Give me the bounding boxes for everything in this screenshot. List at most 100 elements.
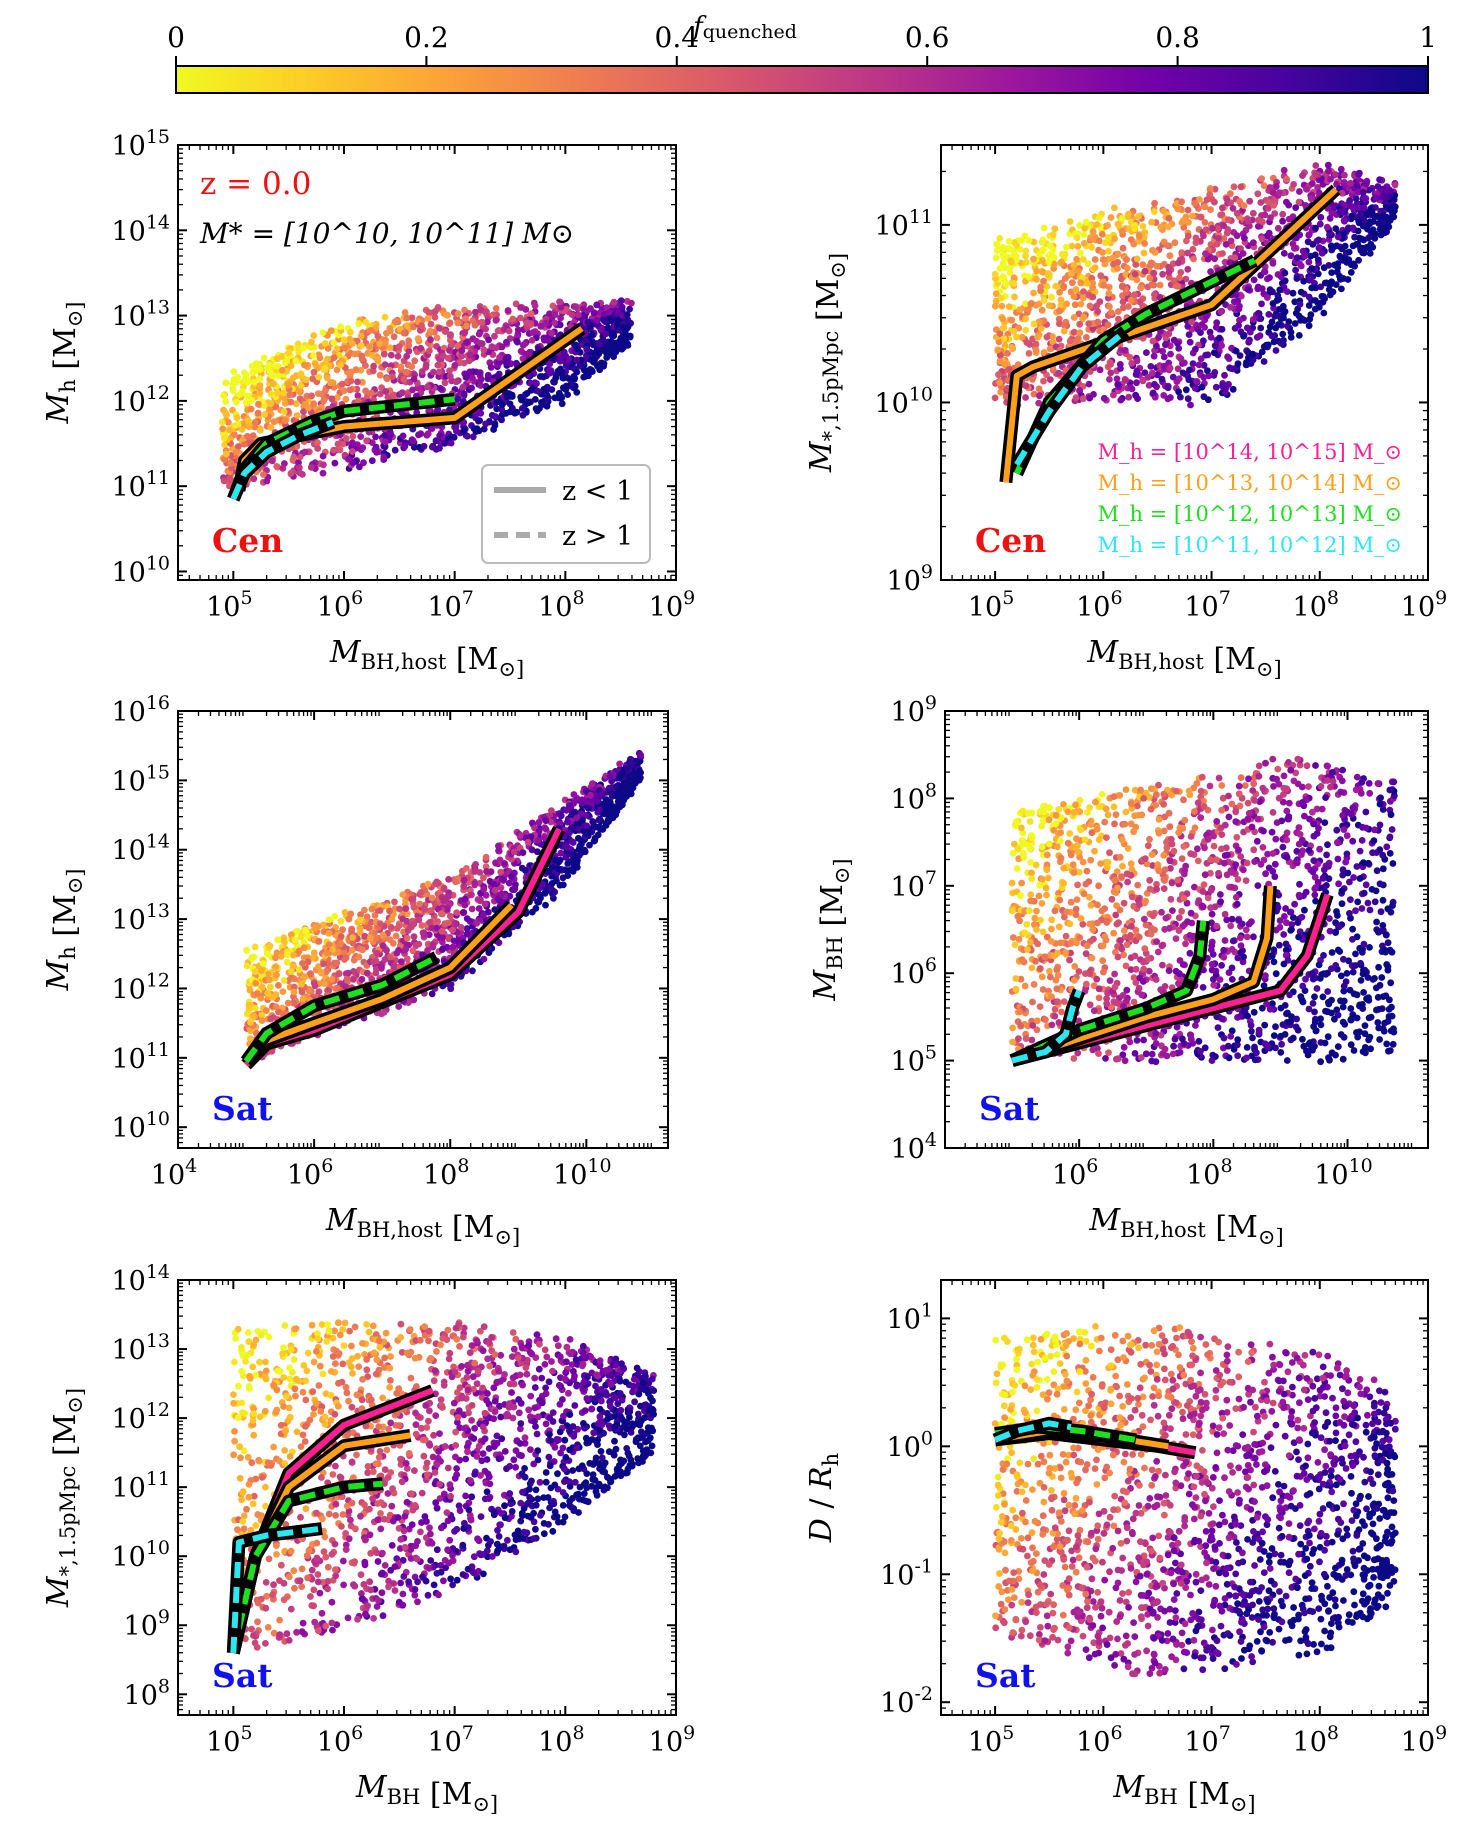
scatter-point [307,464,315,471]
scatter-point [1094,308,1102,315]
scatter-point [1158,375,1166,383]
scatter-point [299,344,307,352]
scatter-point [1235,305,1243,313]
scatter-point [1202,226,1210,234]
colorbar-tick-label: 0.8 [1155,21,1200,54]
scatter-point [446,912,454,920]
tick-label: 107 [427,587,473,623]
scatter-point [463,339,470,346]
scatter-point [1086,394,1093,402]
scatter-point [1111,235,1118,243]
scatter-point [1279,302,1287,310]
scatter-point [454,319,462,327]
scatter-point [527,310,535,317]
scatter-point [541,336,548,344]
scatter-point [1070,262,1078,269]
scatter-point [1046,242,1054,250]
scatter-point [1063,300,1071,308]
scatter-point [337,917,345,925]
scatter-point [433,334,441,342]
scatter-point [1080,239,1088,247]
scatter-point [1151,208,1158,215]
scatter-point [1040,277,1047,285]
scatter-point [355,320,363,328]
scatter-point [382,438,389,446]
scatter-point [1074,243,1082,250]
scatter-point [1293,275,1301,282]
scatter-point [465,357,473,365]
scatter-point [1135,232,1143,240]
scatter-point [1119,244,1127,252]
scatter-point [1213,240,1221,248]
scatter-point [319,329,327,336]
scatter-point [591,356,598,364]
scatter-point [1325,167,1332,175]
scatter-point [349,448,356,455]
scatter-point [1195,361,1203,369]
scatter-point [525,399,532,407]
scatter-point [1300,277,1308,285]
scatter-point [589,368,596,375]
scatter-point [371,912,379,919]
scatter-point [397,363,405,371]
scatter-point [548,329,555,337]
scatter-point [427,336,434,344]
scatter-point [1030,289,1037,297]
scatter-point [487,363,495,371]
scatter-point [373,448,380,456]
scatter-point [294,344,302,352]
scatter-point [1013,333,1020,341]
scatter-point [1106,303,1113,310]
scatter-point [1160,362,1168,370]
scatter-point [1169,260,1177,268]
scatter-point [468,905,476,913]
scatter-point [1295,198,1303,206]
scatter-point [1100,394,1108,402]
scatter-point [1122,377,1130,384]
scatter-point [1241,234,1248,242]
scatter-point [595,350,603,358]
scatter-point [403,352,411,360]
scatter-point [362,362,369,369]
scatter-point [1287,334,1295,341]
scatter-point [493,398,501,406]
scatter-point [1014,361,1022,369]
scatter-point [303,392,311,400]
scatter-point [1165,269,1173,276]
central-tag: Cen [975,521,1046,560]
scatter-point [319,452,327,460]
scatter-point [1181,359,1188,367]
scatter-point [365,924,373,932]
scatter-point [328,379,335,386]
scatter-point [1354,227,1362,235]
scatter-point [999,259,1007,267]
scatter-point [1217,308,1225,315]
scatter-point [1097,272,1105,280]
scatter-point [1308,180,1316,188]
scatter-point [1162,341,1169,349]
scatter-point [1122,270,1130,278]
scatter-point [1156,293,1164,301]
scatter-point [1306,274,1314,282]
scatter-point [1032,340,1040,348]
scatter-point [1266,286,1274,294]
scatter-point [1174,205,1182,213]
scatter-point [367,389,375,397]
scatter-point [996,330,1004,337]
scatter-point [1293,254,1301,262]
scatter-point [542,319,550,327]
scatter-point [398,389,406,397]
scatter-point [1352,195,1360,203]
scatter-point [1099,256,1107,263]
scatter-point [1007,258,1015,266]
scatter-point [1197,355,1205,363]
scatter-point [270,380,277,387]
scatter-point [506,892,514,900]
scatter-point [473,337,480,345]
scatter-point [1151,291,1158,298]
scatter-point [351,350,358,358]
scatter-point [330,446,337,454]
scatter-point [493,405,501,413]
scatter-point [1076,320,1084,328]
